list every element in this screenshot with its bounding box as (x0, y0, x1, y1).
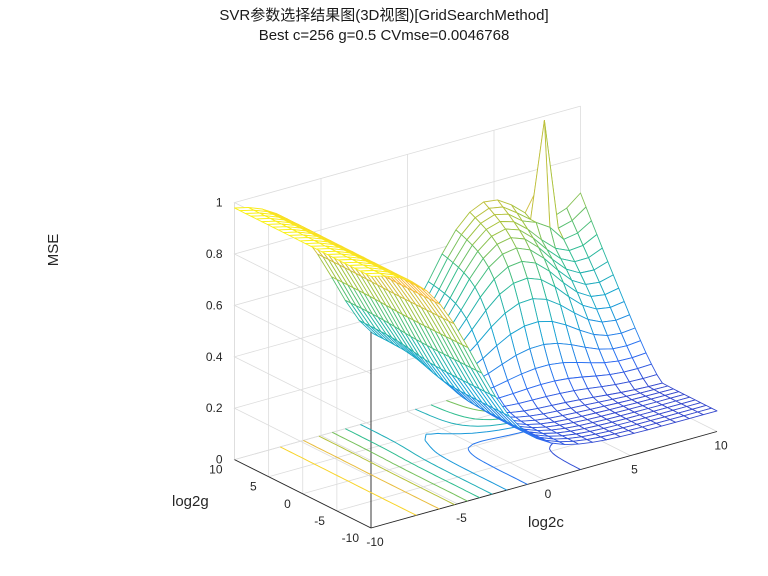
x-tick-label: -5 (456, 511, 467, 525)
z-tick-label: 0.2 (206, 401, 223, 415)
x-tick-label: -10 (366, 535, 384, 549)
y-tick-label: -10 (342, 531, 360, 545)
x-tick-label: 0 (545, 487, 552, 501)
mesh-cell (365, 272, 386, 277)
y-tick-label: 0 (284, 497, 291, 511)
x-tick-label: 5 (631, 463, 638, 477)
contour-line (279, 375, 545, 516)
mesh-cell (530, 119, 551, 228)
y-tick-label: -5 (314, 514, 325, 528)
y-tick-label: 10 (209, 463, 223, 477)
axis-line (370, 431, 718, 529)
y-tick-label: 5 (250, 480, 257, 494)
x-tick-label: 10 (714, 439, 728, 453)
z-tick-label: 1 (216, 196, 223, 210)
z-tick-label: 0 (216, 453, 223, 467)
chart-subtitle: Best c=256 g=0.5 CVmse=0.0046768 (258, 27, 510, 44)
y-axis-label: log2g (172, 493, 209, 510)
z-tick-label: 0.8 (206, 247, 223, 261)
axis-line (234, 459, 372, 529)
chart-title: SVR参数选择结果图(3D视图)[GridSearchMethod] (219, 7, 549, 24)
chart-titles: SVR参数选择结果图(3D视图)[GridSearchMethod] Best … (0, 6, 768, 46)
surface-mesh (234, 119, 718, 446)
z-gridline (233, 157, 581, 323)
z-tick-label: 0.6 (206, 298, 223, 312)
x-axis-label: log2c (528, 514, 564, 531)
z-axis-label: MSE (45, 234, 62, 267)
z-tick-label: 0.4 (206, 350, 223, 364)
